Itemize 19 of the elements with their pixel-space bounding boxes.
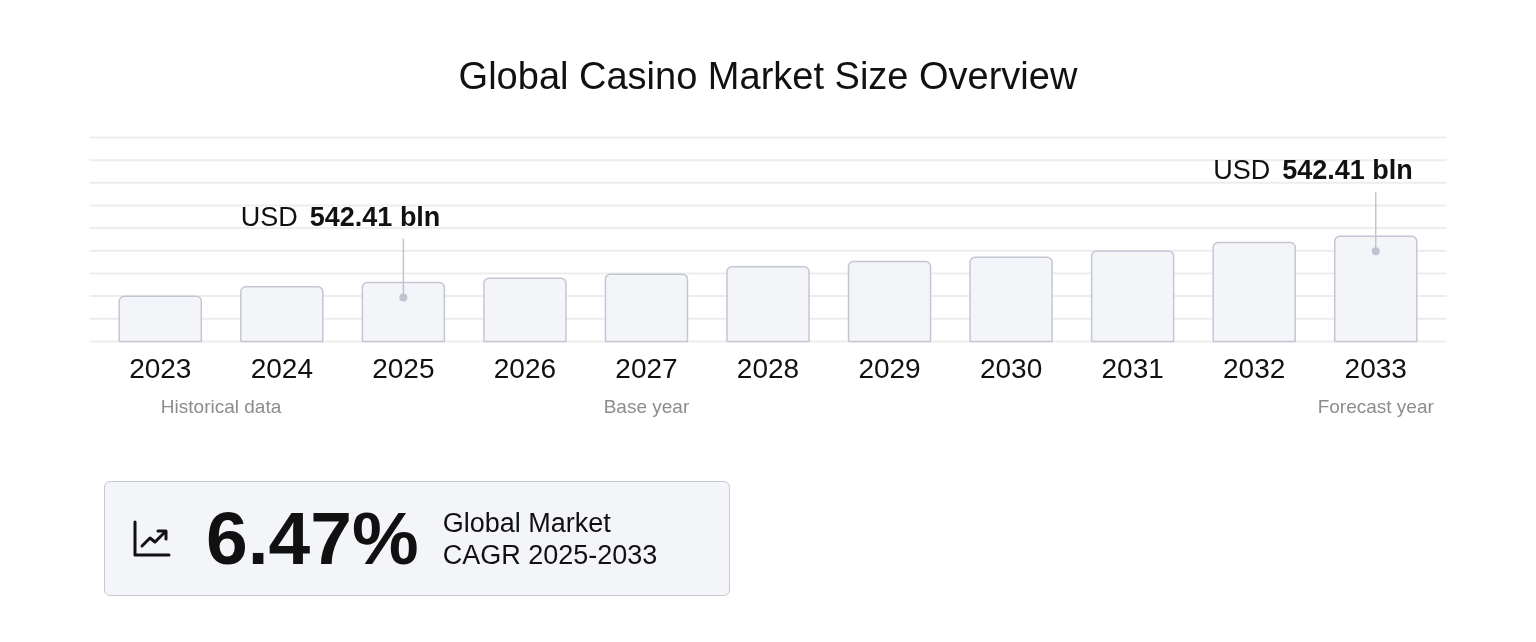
x-tick-label: 2024 — [250, 352, 313, 384]
x-tick-label: 2031 — [1101, 352, 1164, 384]
x-tick-label: 2029 — [858, 352, 921, 384]
text: Base year — [603, 395, 690, 417]
x-tick-label: 2033 — [1344, 352, 1407, 384]
x-tick-label: 2028 — [736, 352, 800, 384]
annotation: USD 542.41 bln — [240, 201, 441, 232]
text: Historical data — [160, 395, 282, 417]
x-tick-label: 2030 — [979, 352, 1043, 384]
x-tick-label: 2026 — [493, 352, 557, 384]
x-tick-label: 2023 — [129, 352, 192, 384]
text: 6.47% — [206, 496, 419, 580]
annotation: USD 542.41 bln — [1213, 155, 1413, 186]
text: Global Market CAGR 2025-2033 — [442, 506, 659, 571]
chart-title: Global Casino Market Size Overview — [458, 55, 1078, 98]
x-tick-label: 2025 — [372, 352, 435, 384]
x-tick-label: 2027 — [615, 352, 678, 384]
text: Forecast year — [1317, 395, 1435, 417]
x-tick-label: 2032 — [1223, 352, 1286, 384]
